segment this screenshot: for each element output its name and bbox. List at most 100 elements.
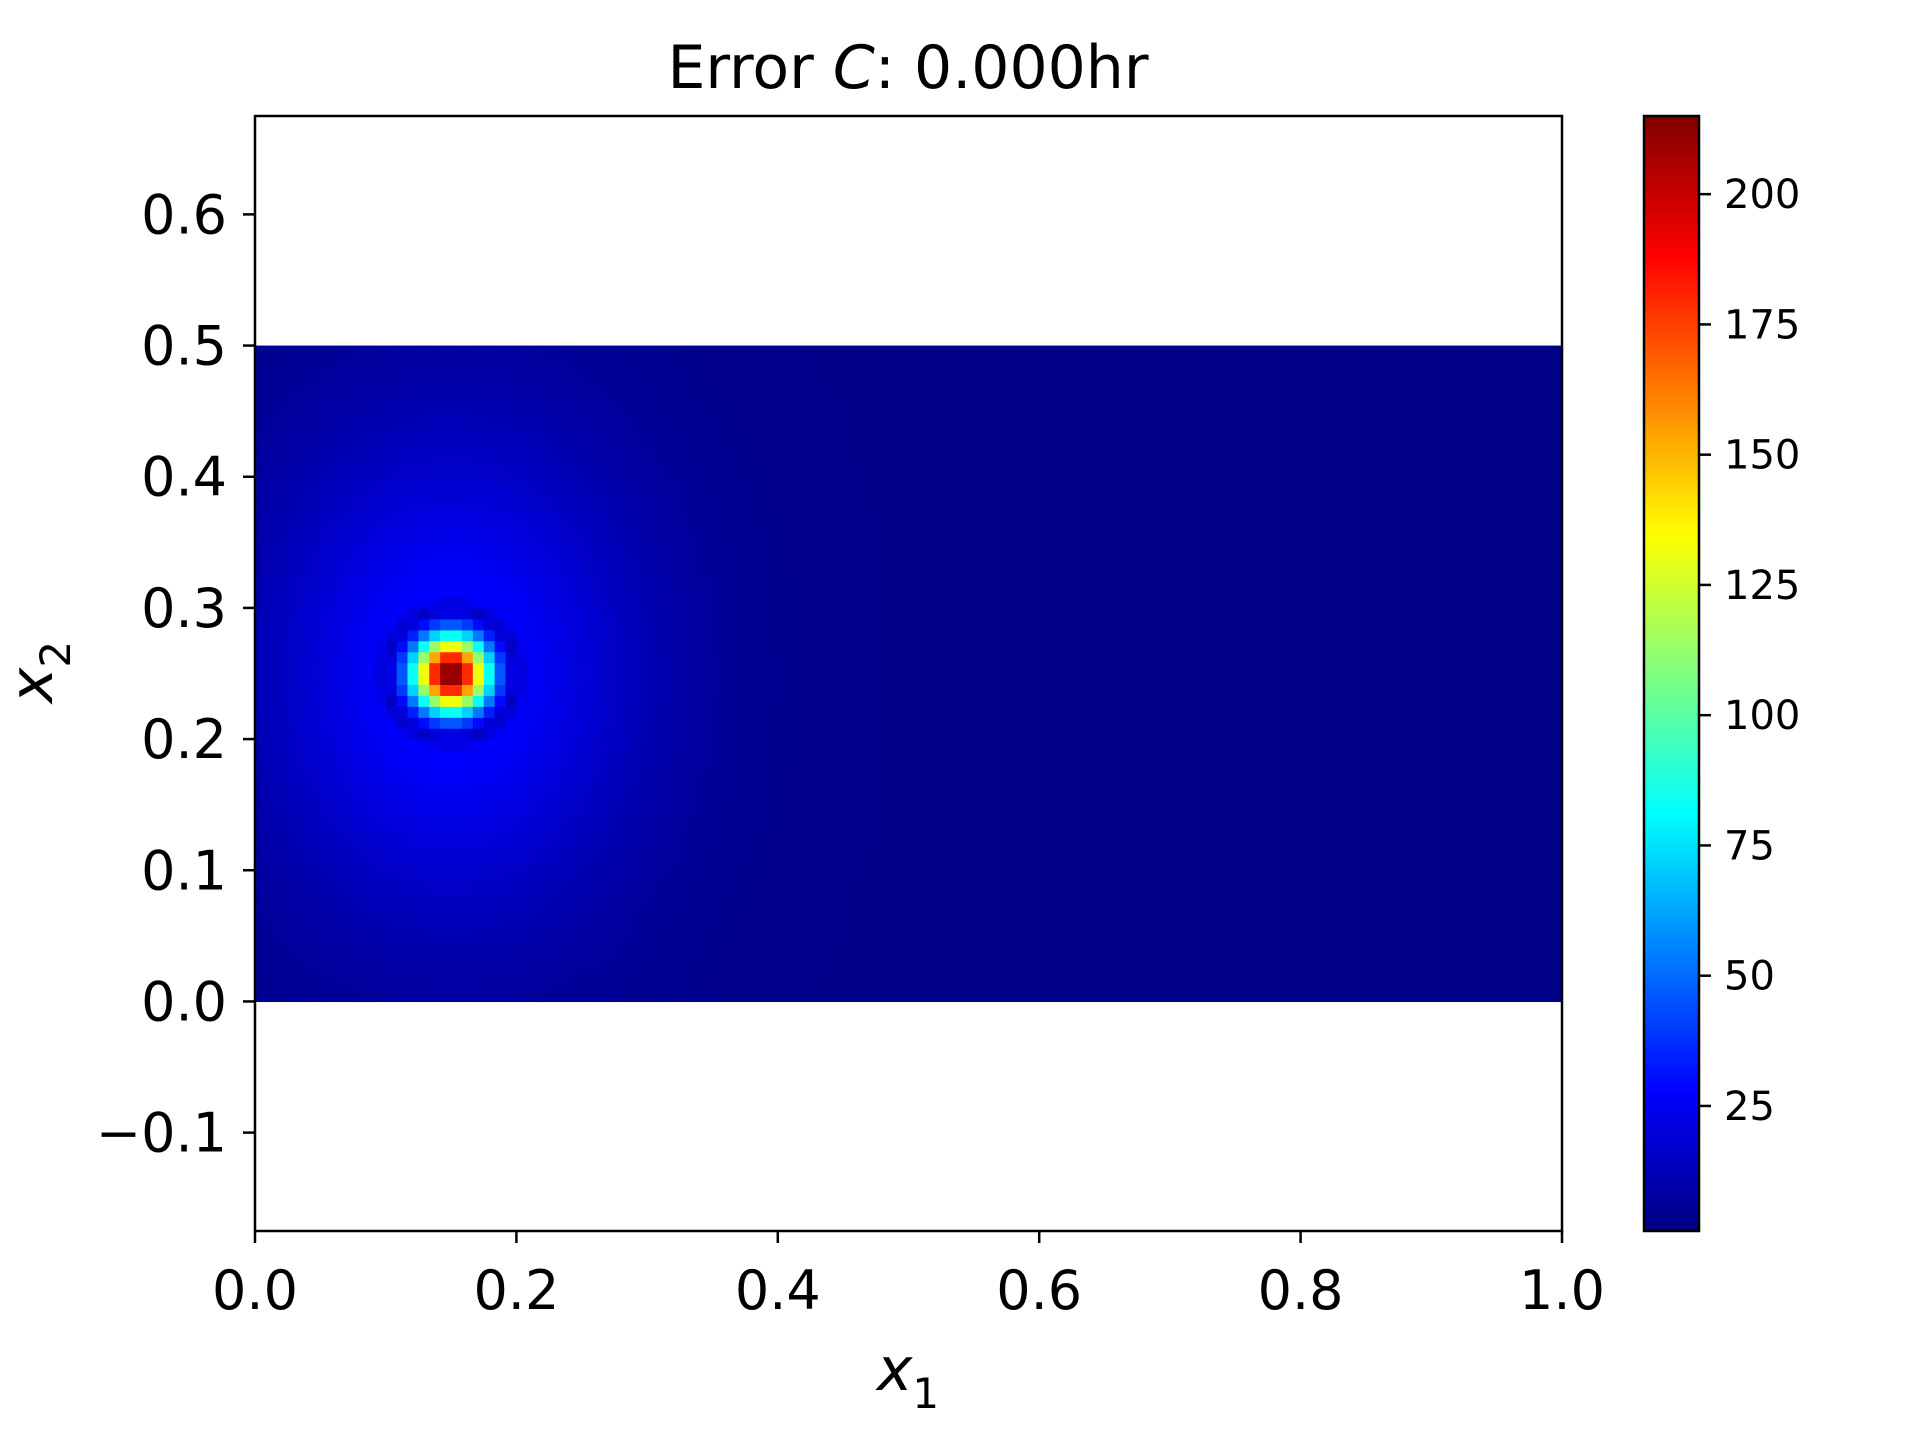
- heatmap-cell: [505, 607, 517, 620]
- heatmap-cell: [331, 870, 343, 882]
- heatmap-cell: [952, 629, 964, 642]
- heatmap-cell: [1311, 739, 1323, 751]
- heatmap-cell: [549, 946, 561, 959]
- heatmap-cell: [1137, 706, 1149, 718]
- heatmap-cell: [472, 782, 485, 795]
- heatmap-cell: [1365, 596, 1378, 609]
- heatmap-cell: [1365, 848, 1378, 860]
- heatmap-cell: [1518, 564, 1530, 576]
- heatmap-cell: [1485, 629, 1498, 642]
- heatmap-cell: [1300, 586, 1313, 598]
- heatmap-cell: [1257, 903, 1269, 915]
- heatmap-cell: [864, 750, 877, 762]
- heatmap-cell: [701, 859, 714, 871]
- heatmap-cell: [1540, 924, 1552, 937]
- heatmap-cell: [483, 684, 496, 696]
- heatmap-cell: [516, 673, 528, 686]
- heatmap-cell: [1050, 990, 1062, 1003]
- heatmap-cell: [647, 968, 659, 981]
- heatmap-cell: [614, 990, 626, 1003]
- heatmap-cell: [1333, 815, 1345, 828]
- heatmap-cell: [407, 728, 419, 740]
- heatmap-cell: [1148, 826, 1160, 839]
- heatmap-cell: [1431, 564, 1443, 576]
- heatmap-cell: [897, 553, 910, 565]
- heatmap-cell: [734, 892, 746, 904]
- heatmap-cell: [440, 629, 452, 642]
- heatmap-cell: [788, 760, 801, 773]
- heatmap-cell: [864, 848, 877, 860]
- heatmap-cell: [570, 706, 583, 718]
- heatmap-cell: [1169, 903, 1182, 915]
- heatmap-cell: [657, 826, 670, 839]
- heatmap-cell: [483, 881, 496, 893]
- heatmap-cell: [396, 629, 409, 642]
- heatmap-cell: [1365, 859, 1378, 871]
- heatmap-cell: [864, 542, 877, 554]
- heatmap-cell: [451, 979, 463, 992]
- heatmap-cell: [745, 957, 757, 970]
- heatmap-cell: [788, 706, 801, 718]
- heatmap-cell: [821, 990, 833, 1003]
- heatmap-cell: [516, 771, 528, 784]
- heatmap-cell: [287, 815, 300, 828]
- heatmap-cell: [1278, 848, 1291, 860]
- heatmap-cell: [451, 739, 463, 751]
- heatmap-cell: [1060, 957, 1073, 970]
- heatmap-cell: [1028, 892, 1040, 904]
- heatmap-cell: [1006, 815, 1019, 828]
- heatmap-cell: [973, 771, 986, 784]
- heatmap-cell: [788, 815, 801, 828]
- heatmap-cell: [276, 990, 289, 1003]
- heatmap-cell: [1246, 913, 1258, 926]
- heatmap-cell: [788, 542, 801, 554]
- heatmap-cell: [353, 662, 365, 675]
- heatmap-cell: [908, 946, 920, 959]
- heatmap-cell: [647, 673, 659, 686]
- heatmap-cell: [320, 542, 332, 554]
- heatmap-cell: [952, 706, 964, 718]
- heatmap-cell: [516, 859, 528, 871]
- heatmap-cell: [919, 607, 931, 620]
- heatmap-cell: [429, 739, 441, 751]
- heatmap-cell: [930, 859, 942, 871]
- heatmap-cell: [570, 607, 583, 620]
- heatmap-cell: [1126, 684, 1138, 696]
- heatmap-cell: [1278, 946, 1291, 959]
- heatmap-cell: [647, 596, 659, 609]
- heatmap-cell: [679, 596, 692, 609]
- heatmap-cell: [255, 870, 267, 882]
- heatmap-cell: [1126, 804, 1138, 817]
- heatmap-cell: [353, 717, 365, 729]
- heatmap-cell: [1213, 618, 1225, 631]
- heatmap-cell: [1333, 564, 1345, 576]
- heatmap-cell: [1289, 957, 1302, 970]
- heatmap-cell: [1137, 804, 1149, 817]
- heatmap-cell: [1355, 903, 1367, 915]
- heatmap-cell: [298, 881, 311, 893]
- heatmap-cell: [1191, 946, 1204, 959]
- heatmap-cell: [538, 804, 550, 817]
- heatmap-cell: [287, 870, 300, 882]
- heatmap-cell: [821, 586, 833, 598]
- heatmap-cell: [1257, 990, 1269, 1003]
- heatmap-cell: [1137, 848, 1149, 860]
- heatmap-cell: [1551, 564, 1562, 576]
- heatmap-cell: [919, 564, 931, 576]
- heatmap-cell: [973, 870, 986, 882]
- heatmap-cell: [483, 990, 496, 1003]
- heatmap-cell: [1442, 553, 1454, 565]
- heatmap-cell: [298, 935, 311, 948]
- heatmap-cell: [320, 596, 332, 609]
- heatmap-cell: [1050, 739, 1062, 751]
- heatmap-cell: [592, 826, 605, 839]
- heatmap-cell: [1507, 553, 1520, 565]
- heatmap-cell: [1365, 629, 1378, 642]
- heatmap-cell: [363, 586, 376, 598]
- heatmap-cell: [930, 881, 942, 893]
- heatmap-cell: [886, 640, 899, 653]
- heatmap-cell: [1289, 717, 1302, 729]
- heatmap-cell: [788, 990, 801, 1003]
- heatmap-cell: [1518, 640, 1530, 653]
- heatmap-cell: [1485, 607, 1498, 620]
